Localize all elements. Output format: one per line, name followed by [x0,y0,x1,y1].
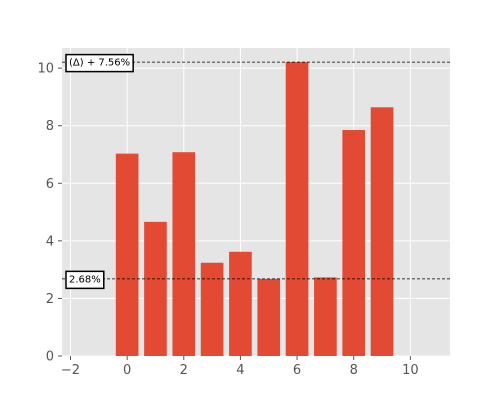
bar [144,221,167,356]
y-tick-label: 6 [46,177,54,192]
x-tick-label: 2 [180,363,188,378]
reference-line-label: 2.68% [65,270,105,290]
annotation-text: 2.68% [69,274,101,285]
bar [200,262,224,356]
x-tick-label: −2 [61,363,80,378]
bar [285,62,309,356]
bar [229,251,252,356]
y-tick-label: 2 [46,292,54,307]
annotation-text: (Δ) + 7.56% [69,58,130,69]
bar [342,130,366,356]
y-tick-label: 10 [37,62,54,77]
x-tick-label: 6 [293,363,301,378]
bar [257,278,281,356]
x-axis-ticks: −2 0 2 4 6 8 10 [61,356,419,378]
y-axis-ticks: 0 2 4 6 8 10 [37,62,62,365]
bars [115,62,394,356]
x-tick-label: 0 [123,363,131,378]
annotation-box [65,270,105,290]
bar [115,153,139,356]
y-tick-label: 4 [46,234,54,249]
bar [370,107,394,356]
y-tick-label: 0 [46,350,54,365]
annotation-box [65,53,134,73]
x-tick-label: 10 [402,363,419,378]
bar [314,277,337,356]
reference-line-label: (Δ) + 7.56% [65,53,134,73]
y-tick-label: 8 [46,119,54,134]
annotations: (Δ) + 7.56% 2.68% [65,53,134,290]
bar [172,152,196,356]
x-tick-label: 4 [236,363,244,378]
x-tick-label: 8 [350,363,358,378]
